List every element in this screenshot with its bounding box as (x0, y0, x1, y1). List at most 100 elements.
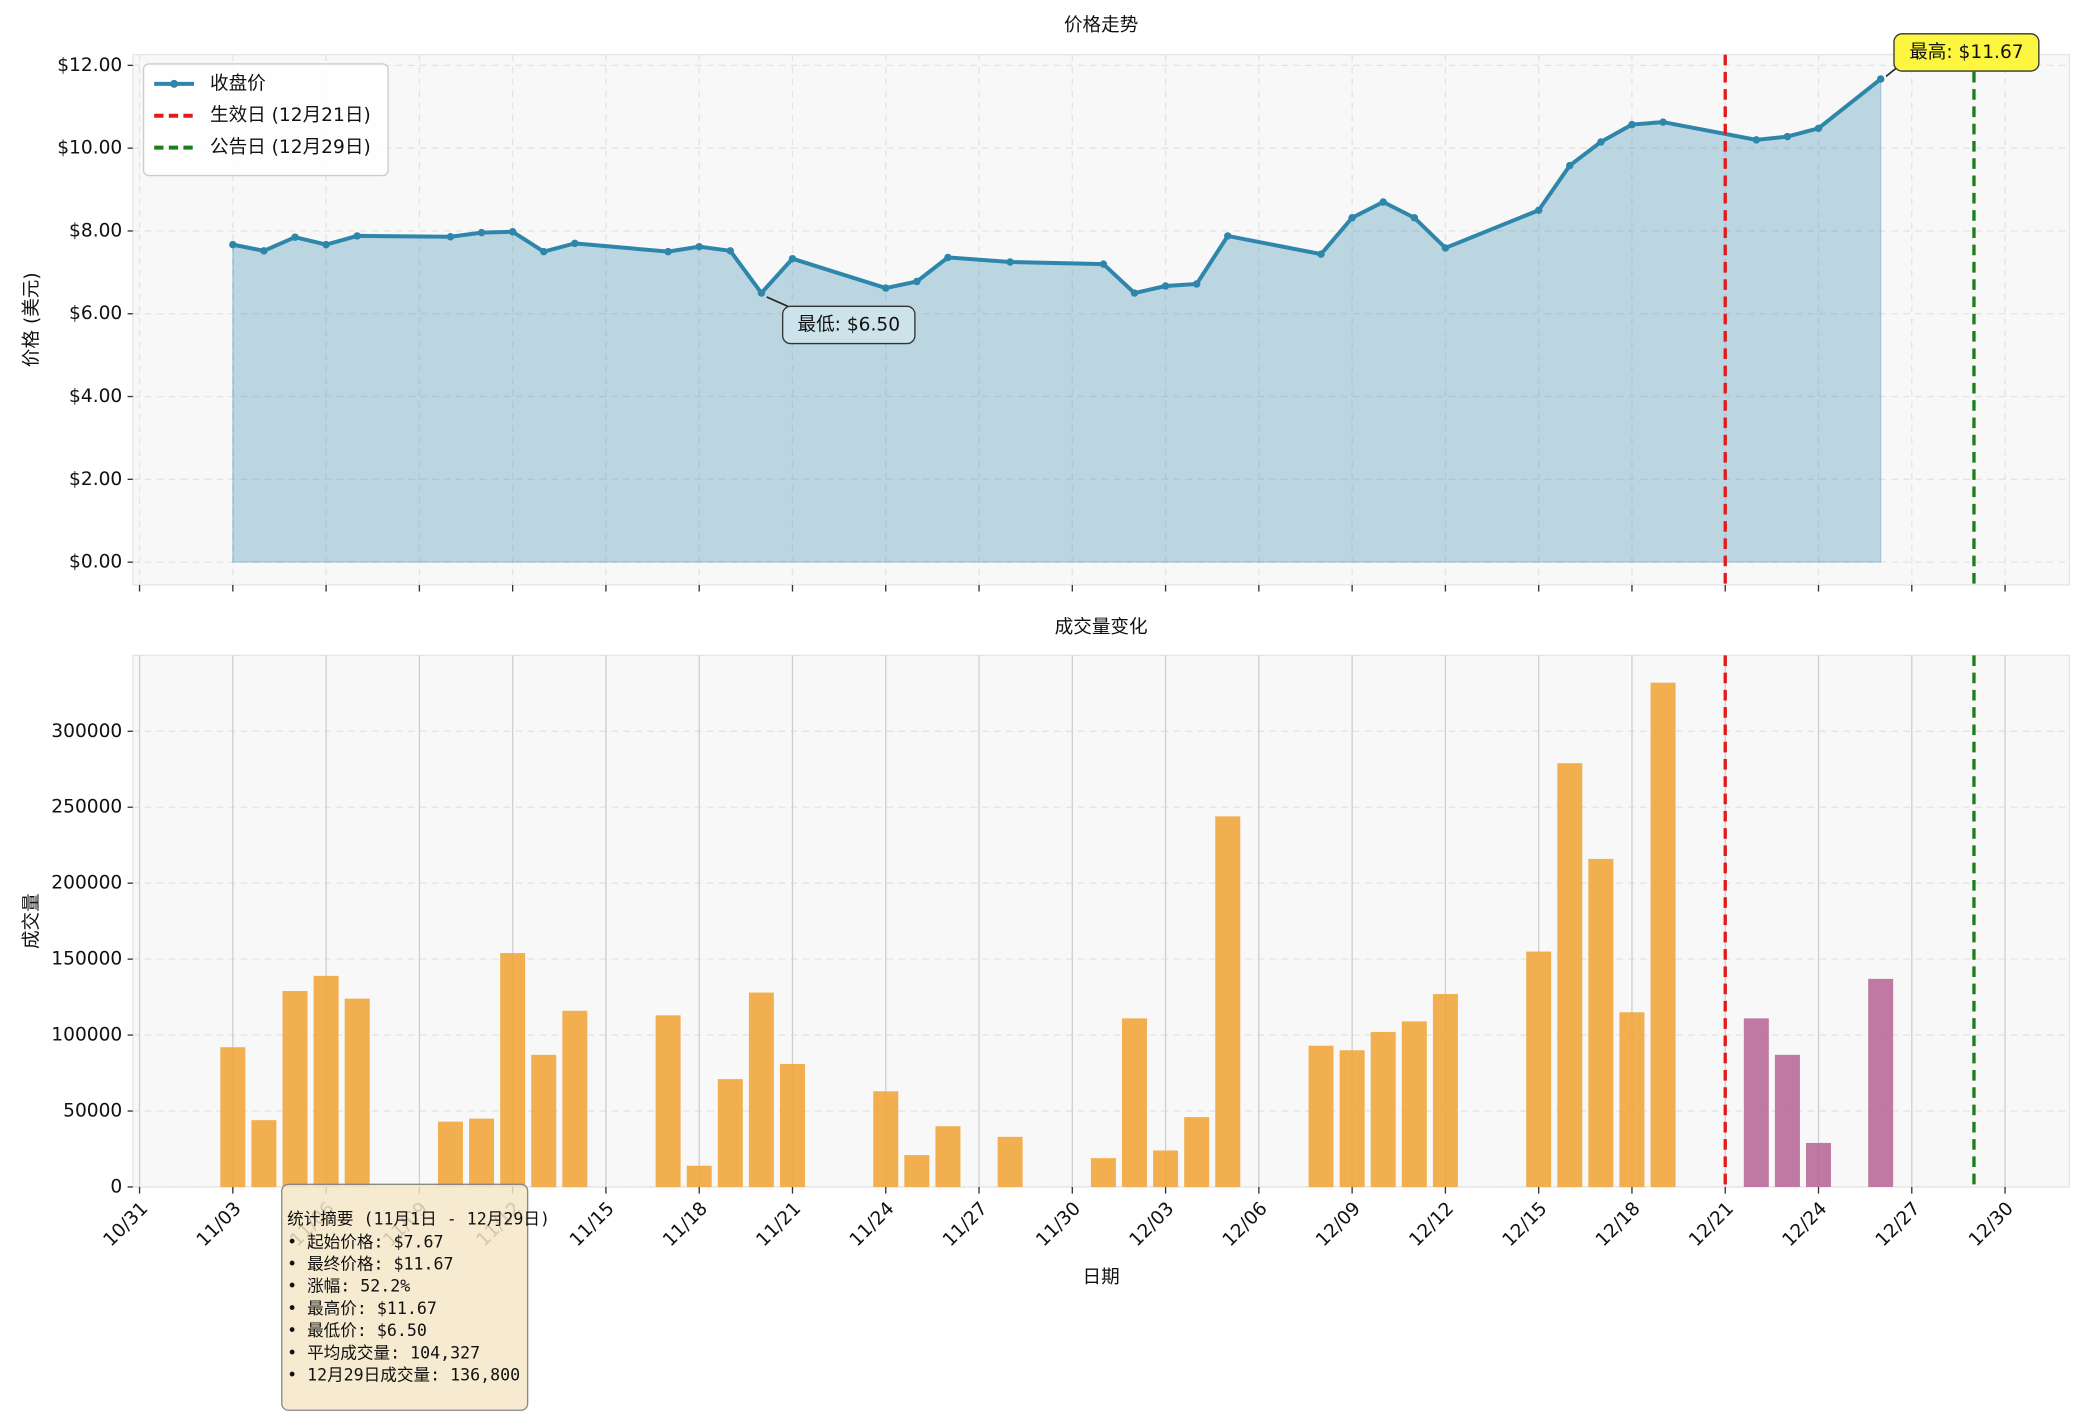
legend-label: 收盘价 (210, 73, 266, 94)
y-tick-label: 100000 (51, 1025, 122, 1046)
marker (1317, 250, 1325, 258)
marker (353, 232, 361, 240)
marker (540, 247, 548, 256)
marker (1379, 198, 1387, 206)
line (232, 77, 1882, 297)
marker (322, 240, 330, 249)
marker (664, 247, 672, 256)
marker (1534, 206, 1543, 214)
chart-title: 成交量变化 (1055, 617, 1148, 638)
bar (1090, 1158, 1116, 1187)
bar (562, 1010, 588, 1187)
bar (1121, 1018, 1147, 1187)
bar (251, 1120, 277, 1187)
bar (1650, 682, 1676, 1187)
y-axis-label: 价格 (美元) (21, 272, 42, 367)
marker (695, 242, 703, 251)
bar (1557, 763, 1583, 1187)
y-tick-label: 150000 (51, 949, 122, 970)
marker (726, 247, 735, 255)
bar (686, 1165, 712, 1187)
bar (469, 1118, 495, 1187)
marker (1441, 244, 1450, 252)
marker (1783, 132, 1792, 141)
legend-label: 公告日 (12月29日) (210, 137, 371, 158)
bar (1339, 1050, 1365, 1187)
marker (1628, 120, 1636, 129)
marker (508, 228, 517, 236)
y-tick-label: 300000 (51, 721, 122, 742)
y-tick-label: 0 (110, 1176, 122, 1197)
marker (1192, 280, 1201, 288)
bar (873, 1091, 899, 1187)
bar (1215, 816, 1241, 1187)
bar (717, 1079, 743, 1187)
marker (1659, 118, 1667, 126)
bar (1806, 1142, 1832, 1187)
stats-line: • 平均成交量: 104,327 (287, 1343, 480, 1362)
bar (1153, 1150, 1179, 1187)
bar (1774, 1054, 1800, 1187)
marker (229, 240, 237, 249)
bar (313, 975, 339, 1187)
x-axis-label: 日期 (1083, 1267, 1120, 1288)
plot-area (132, 53, 2071, 586)
y-tick-label: $4.00 (69, 386, 122, 407)
marker (260, 247, 268, 255)
marker (913, 277, 921, 286)
stats-line: • 涨幅: 52.2% (287, 1277, 410, 1296)
annotation: 最低: $6.50 (797, 314, 900, 335)
marker (1597, 138, 1605, 146)
y-tick-label: $0.00 (69, 552, 122, 573)
y-tick-label: 250000 (51, 797, 122, 818)
bar (997, 1136, 1023, 1187)
legend-label: 生效日 (12月21日) (210, 105, 371, 126)
marker (1566, 161, 1574, 170)
bar (531, 1054, 557, 1187)
bar (500, 953, 526, 1187)
marker (757, 289, 766, 297)
marker (477, 228, 486, 237)
marker (1876, 75, 1885, 83)
bar (1868, 978, 1894, 1187)
marker (1130, 289, 1139, 297)
marker (1006, 258, 1014, 266)
stats-title: 统计摘要 (11月1日 - 12月29日) (287, 1210, 550, 1229)
marker (1752, 136, 1761, 144)
bar (1184, 1117, 1210, 1187)
stats-line: • 起始价格: $7.67 (287, 1232, 443, 1251)
stats-line: • 最终价格: $11.67 (287, 1254, 453, 1273)
y-tick-label: $6.00 (69, 303, 122, 324)
annotation-box (781, 305, 916, 345)
annotation: 最高: $11.67 (1909, 42, 2023, 63)
annotation-box (1893, 33, 2040, 72)
annotation-arrow (766, 296, 789, 308)
bar (1588, 858, 1614, 1187)
bar (779, 1063, 805, 1187)
bar (1743, 1018, 1769, 1187)
marker (571, 239, 579, 248)
marker (1224, 232, 1232, 240)
bar (1432, 994, 1458, 1187)
marker (1814, 124, 1823, 133)
y-tick-label: $2.00 (69, 469, 122, 490)
stats-line: • 最高价: $11.67 (287, 1299, 437, 1318)
stats-line: • 12月29日成交量: 136,800 (287, 1365, 520, 1384)
y-tick-label: 50000 (63, 1101, 122, 1122)
bar (282, 991, 308, 1187)
bar (1401, 1021, 1427, 1187)
y-tick-label: $10.00 (57, 138, 122, 159)
marker (1410, 213, 1419, 222)
marker (944, 253, 952, 262)
bar (1619, 1012, 1645, 1187)
y-tick-label: $8.00 (69, 220, 122, 241)
stats-line: • 最低价: $6.50 (287, 1321, 427, 1340)
bar (935, 1126, 961, 1187)
bar (655, 1015, 681, 1187)
y-axis-label: 成交量 (21, 893, 42, 949)
bar (904, 1155, 930, 1187)
marker (1161, 282, 1170, 290)
bar (1526, 951, 1552, 1187)
bar (1308, 1045, 1334, 1187)
